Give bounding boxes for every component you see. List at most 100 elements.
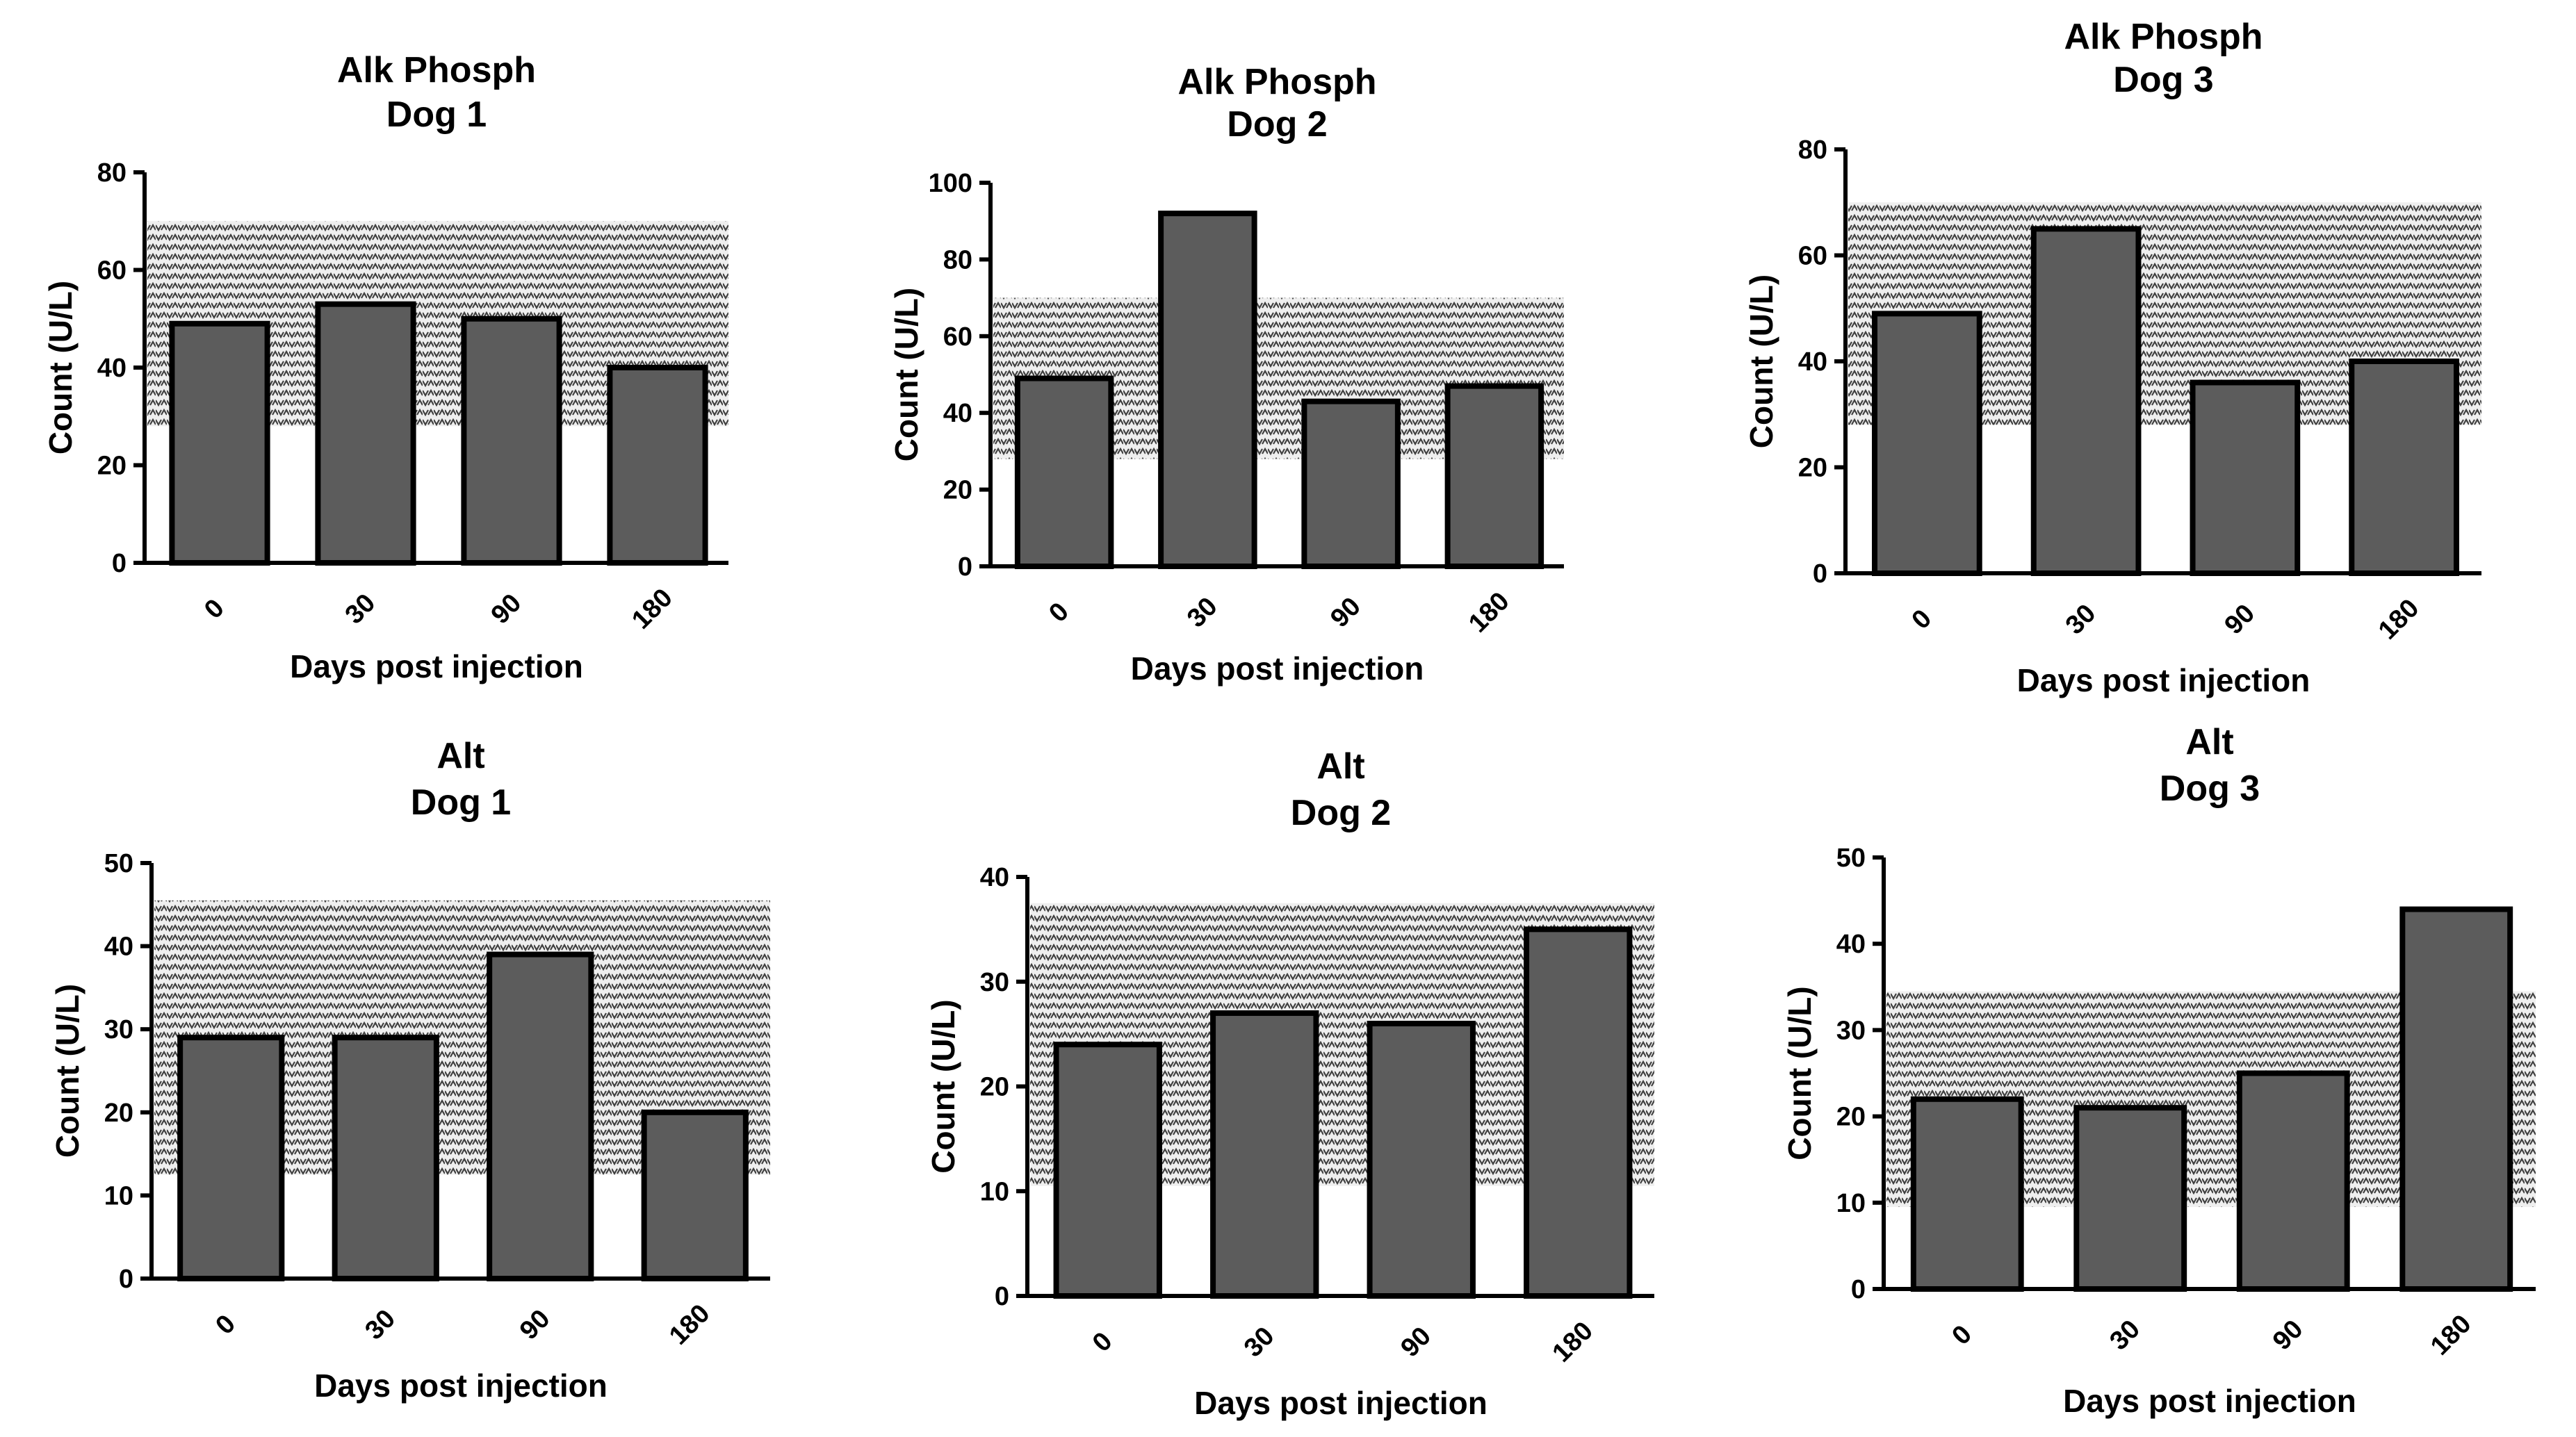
y-tick-label: 0 bbox=[1813, 559, 1827, 589]
bar bbox=[1158, 211, 1257, 569]
y-tick-label: 100 bbox=[929, 169, 972, 198]
bar bbox=[1014, 375, 1114, 570]
bar bbox=[2236, 1070, 2350, 1292]
x-tick-label: 180 bbox=[626, 583, 678, 635]
bar bbox=[1301, 398, 1401, 570]
y-tick-label: 20 bbox=[1798, 454, 1827, 483]
x-tick-label: 180 bbox=[1547, 1316, 1599, 1368]
y-tick-label: 30 bbox=[104, 1015, 133, 1044]
y-tick-label: 10 bbox=[104, 1181, 133, 1210]
bar bbox=[487, 951, 594, 1282]
x-tick-label: 0 bbox=[210, 1309, 241, 1340]
y-tick-label: 80 bbox=[97, 158, 127, 188]
x-tick-label: 30 bbox=[1239, 1322, 1280, 1363]
x-tick-label: 90 bbox=[1325, 592, 1367, 634]
bar bbox=[169, 320, 270, 566]
y-tick-label: 40 bbox=[1836, 930, 1866, 959]
bar bbox=[607, 365, 708, 566]
y-tick-label: 40 bbox=[104, 933, 133, 962]
chart-title-line-1: Alk Phosph bbox=[337, 50, 536, 90]
bar bbox=[461, 315, 562, 566]
y-tick-label: 20 bbox=[943, 476, 972, 505]
bar bbox=[641, 1109, 749, 1282]
x-tick-label: 180 bbox=[1463, 586, 1515, 639]
bar bbox=[1872, 311, 1982, 576]
chart-title-line-1: Alk Phosph bbox=[1177, 62, 1376, 102]
y-tick-label: 40 bbox=[97, 354, 127, 383]
x-axis-label: Days post injection bbox=[2063, 1383, 2356, 1419]
y-axis-label: Count (U/L) bbox=[888, 288, 924, 461]
chart-title-line-1: Alk Phosph bbox=[2064, 17, 2263, 57]
y-tick-label: 50 bbox=[1836, 844, 1866, 873]
chart-panel-4: 0 10 20 30 40 50 0 30 90 180 Alt Dog 1 Days post inj… bbox=[49, 736, 770, 1404]
x-tick-label: 90 bbox=[2267, 1315, 2309, 1356]
chart-panel-6: 0 10 20 30 40 50 0 30 90 180 Alt Dog 3 Days post inj… bbox=[1782, 722, 2536, 1419]
x-axis-label: Days post injection bbox=[1194, 1385, 1487, 1421]
bar bbox=[2399, 906, 2513, 1292]
y-tick-label: 60 bbox=[1798, 242, 1827, 271]
y-tick-label: 40 bbox=[1798, 347, 1827, 377]
bar bbox=[1524, 926, 1633, 1299]
y-tick-label: 20 bbox=[104, 1099, 133, 1128]
x-axis-label: Days post injection bbox=[1131, 650, 1424, 687]
x-tick-label: 0 bbox=[1946, 1320, 1978, 1351]
x-axis-label: Days post injection bbox=[2017, 662, 2310, 698]
chart-title-line-2: Dog 1 bbox=[411, 782, 511, 823]
bar bbox=[1910, 1096, 2024, 1292]
y-tick-label: 0 bbox=[112, 549, 127, 578]
chart-title-line-2: Dog 3 bbox=[2113, 60, 2213, 100]
bar bbox=[2349, 359, 2459, 576]
x-tick-label: 30 bbox=[1182, 592, 1223, 634]
y-tick-label: 10 bbox=[1836, 1189, 1866, 1218]
chart-title-line-2: Dog 3 bbox=[2160, 769, 2260, 809]
x-tick-label: 0 bbox=[1087, 1327, 1118, 1358]
bar bbox=[1444, 383, 1544, 569]
y-tick-label: 20 bbox=[1836, 1103, 1866, 1132]
chart-panel-5: 0 10 20 30 40 0 30 90 180 Alt Dog 2 Days post injec… bbox=[925, 746, 1654, 1421]
y-tick-label: 0 bbox=[958, 552, 972, 582]
y-tick-label: 0 bbox=[1851, 1275, 1866, 1304]
y-tick-label: 30 bbox=[980, 968, 1009, 997]
y-tick-label: 20 bbox=[980, 1073, 1009, 1102]
chart-title-line-2: Dog 2 bbox=[1227, 104, 1327, 145]
x-tick-label: 0 bbox=[199, 593, 230, 625]
x-tick-label: 90 bbox=[2219, 599, 2261, 641]
chart-title-line-1: Alt bbox=[2185, 722, 2233, 762]
x-tick-label: 180 bbox=[2425, 1309, 2477, 1361]
bar bbox=[1053, 1042, 1162, 1299]
bar bbox=[2190, 379, 2301, 576]
x-tick-label: 180 bbox=[2373, 593, 2425, 646]
x-axis-label: Days post injection bbox=[290, 648, 583, 684]
y-axis-label: Count (U/L) bbox=[42, 281, 79, 454]
y-tick-label: 20 bbox=[97, 452, 127, 481]
y-tick-label: 10 bbox=[980, 1177, 1009, 1206]
bar bbox=[2073, 1105, 2187, 1292]
x-tick-label: 0 bbox=[1043, 597, 1075, 628]
y-axis-label: Count (U/L) bbox=[1743, 274, 1779, 448]
x-tick-label: 30 bbox=[2104, 1315, 2146, 1356]
chart-title-line-1: Alt bbox=[1316, 746, 1364, 787]
y-tick-label: 50 bbox=[104, 849, 133, 878]
bar bbox=[1210, 1010, 1319, 1299]
y-axis-label: Count (U/L) bbox=[1782, 986, 1818, 1160]
chart-title-line-1: Alt bbox=[437, 736, 484, 776]
x-tick-label: 30 bbox=[359, 1304, 401, 1346]
bar bbox=[177, 1035, 285, 1282]
x-tick-label: 180 bbox=[664, 1299, 716, 1351]
y-tick-label: 0 bbox=[995, 1282, 1009, 1311]
bar bbox=[1367, 1021, 1476, 1299]
y-tick-label: 60 bbox=[97, 256, 127, 286]
y-tick-label: 60 bbox=[943, 322, 972, 352]
y-axis-label: Count (U/L) bbox=[925, 999, 961, 1173]
x-tick-label: 30 bbox=[2060, 599, 2102, 641]
y-tick-label: 0 bbox=[119, 1265, 133, 1294]
chart-title-line-2: Dog 1 bbox=[386, 95, 487, 135]
x-tick-label: 90 bbox=[514, 1304, 556, 1346]
x-tick-label: 30 bbox=[340, 589, 382, 630]
y-tick-label: 40 bbox=[980, 863, 1009, 892]
chart-panel-1: 0 20 40 60 80 0 30 90 180 Alk Phosph Dog 1 Days pos… bbox=[42, 50, 728, 684]
y-tick-label: 80 bbox=[943, 245, 972, 274]
